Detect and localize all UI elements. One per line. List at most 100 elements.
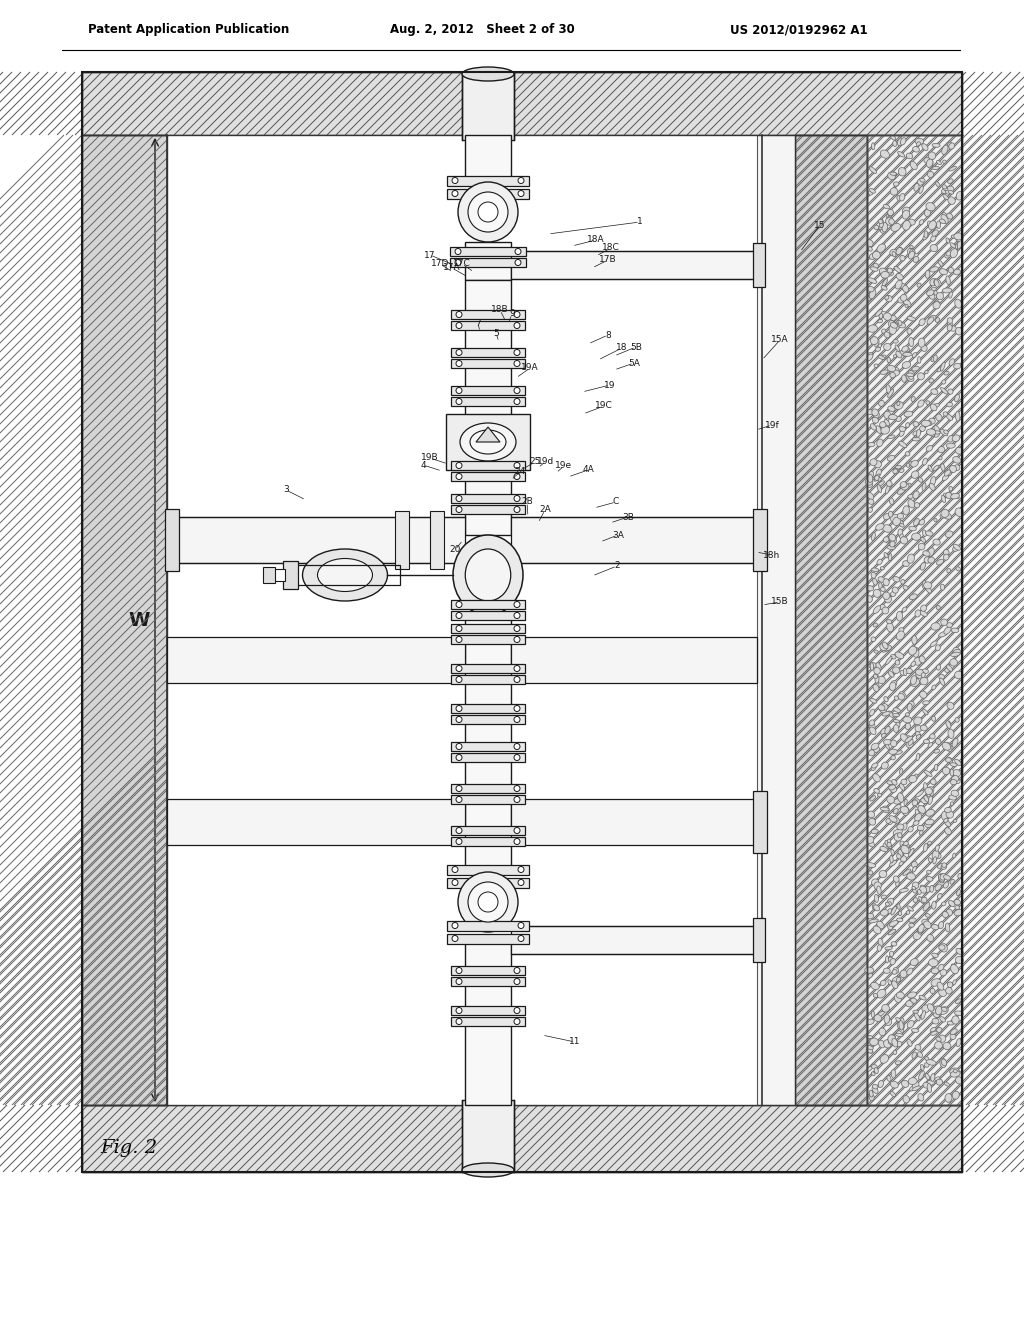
Ellipse shape — [891, 591, 896, 597]
Ellipse shape — [898, 529, 903, 537]
Circle shape — [456, 785, 462, 792]
Circle shape — [518, 190, 524, 197]
Ellipse shape — [950, 780, 956, 785]
Ellipse shape — [928, 1003, 934, 1011]
Circle shape — [456, 665, 462, 672]
Ellipse shape — [920, 886, 927, 894]
Ellipse shape — [453, 535, 523, 615]
Ellipse shape — [944, 470, 950, 477]
Ellipse shape — [904, 347, 909, 352]
Ellipse shape — [868, 818, 876, 825]
Bar — [451, 966, 525, 975]
Bar — [451, 635, 525, 644]
Ellipse shape — [929, 430, 935, 437]
Ellipse shape — [928, 796, 933, 805]
Ellipse shape — [873, 412, 880, 418]
Ellipse shape — [909, 1086, 914, 1092]
Ellipse shape — [866, 1019, 874, 1024]
Ellipse shape — [868, 190, 872, 195]
Ellipse shape — [874, 684, 879, 690]
Circle shape — [514, 743, 520, 750]
Ellipse shape — [924, 557, 931, 564]
Ellipse shape — [880, 643, 888, 651]
Bar — [167, 638, 465, 682]
Bar — [447, 920, 529, 931]
Ellipse shape — [911, 471, 919, 478]
Ellipse shape — [879, 1028, 886, 1036]
Bar — [451, 494, 525, 503]
Text: 3A: 3A — [612, 531, 624, 540]
Circle shape — [452, 879, 458, 886]
Ellipse shape — [886, 384, 891, 393]
Ellipse shape — [918, 356, 921, 363]
Circle shape — [456, 495, 462, 502]
Ellipse shape — [912, 648, 919, 657]
Ellipse shape — [880, 870, 887, 878]
Ellipse shape — [930, 789, 933, 796]
Bar — [465, 762, 511, 789]
Ellipse shape — [921, 886, 926, 891]
Ellipse shape — [915, 804, 921, 809]
Circle shape — [456, 1019, 462, 1024]
Ellipse shape — [880, 846, 888, 851]
Bar — [465, 405, 511, 425]
Ellipse shape — [942, 160, 946, 164]
Ellipse shape — [886, 268, 892, 275]
Ellipse shape — [920, 178, 925, 182]
Ellipse shape — [923, 1082, 930, 1088]
Ellipse shape — [888, 840, 891, 843]
Circle shape — [456, 838, 462, 845]
Ellipse shape — [896, 1041, 902, 1047]
Ellipse shape — [888, 455, 895, 461]
Circle shape — [452, 923, 458, 928]
Ellipse shape — [900, 469, 904, 473]
Ellipse shape — [871, 533, 876, 541]
Ellipse shape — [876, 309, 883, 317]
Text: 2: 2 — [614, 561, 620, 570]
Text: 18h: 18h — [763, 550, 780, 560]
Ellipse shape — [926, 876, 933, 882]
Ellipse shape — [885, 743, 890, 750]
Ellipse shape — [869, 1038, 879, 1045]
Ellipse shape — [920, 677, 928, 685]
Ellipse shape — [912, 1052, 916, 1059]
Text: 5B: 5B — [630, 342, 642, 351]
Ellipse shape — [869, 1090, 873, 1097]
Ellipse shape — [918, 805, 926, 813]
Ellipse shape — [869, 289, 876, 298]
Ellipse shape — [869, 253, 876, 260]
Bar — [82, 135, 167, 1105]
Ellipse shape — [949, 166, 956, 172]
Ellipse shape — [946, 665, 952, 672]
Bar — [511, 638, 757, 682]
Ellipse shape — [939, 631, 947, 638]
Bar — [167, 517, 465, 564]
Ellipse shape — [938, 964, 944, 970]
Ellipse shape — [922, 669, 929, 673]
Ellipse shape — [935, 884, 941, 891]
Ellipse shape — [945, 470, 951, 475]
Ellipse shape — [889, 920, 898, 927]
Ellipse shape — [932, 685, 936, 689]
Ellipse shape — [883, 647, 891, 652]
Ellipse shape — [895, 1061, 901, 1065]
Ellipse shape — [916, 754, 920, 760]
Ellipse shape — [866, 354, 872, 360]
Ellipse shape — [953, 363, 961, 368]
Ellipse shape — [932, 953, 938, 957]
Ellipse shape — [890, 372, 895, 378]
Ellipse shape — [887, 796, 895, 804]
Circle shape — [455, 248, 461, 255]
Ellipse shape — [924, 796, 929, 803]
Text: 15A: 15A — [771, 335, 788, 345]
Ellipse shape — [933, 430, 941, 434]
Ellipse shape — [876, 347, 881, 351]
Circle shape — [468, 882, 508, 921]
Ellipse shape — [879, 219, 883, 224]
Ellipse shape — [908, 701, 914, 706]
Ellipse shape — [921, 725, 928, 731]
Ellipse shape — [929, 483, 935, 490]
Ellipse shape — [943, 554, 949, 560]
Ellipse shape — [903, 561, 909, 566]
Ellipse shape — [922, 919, 929, 925]
